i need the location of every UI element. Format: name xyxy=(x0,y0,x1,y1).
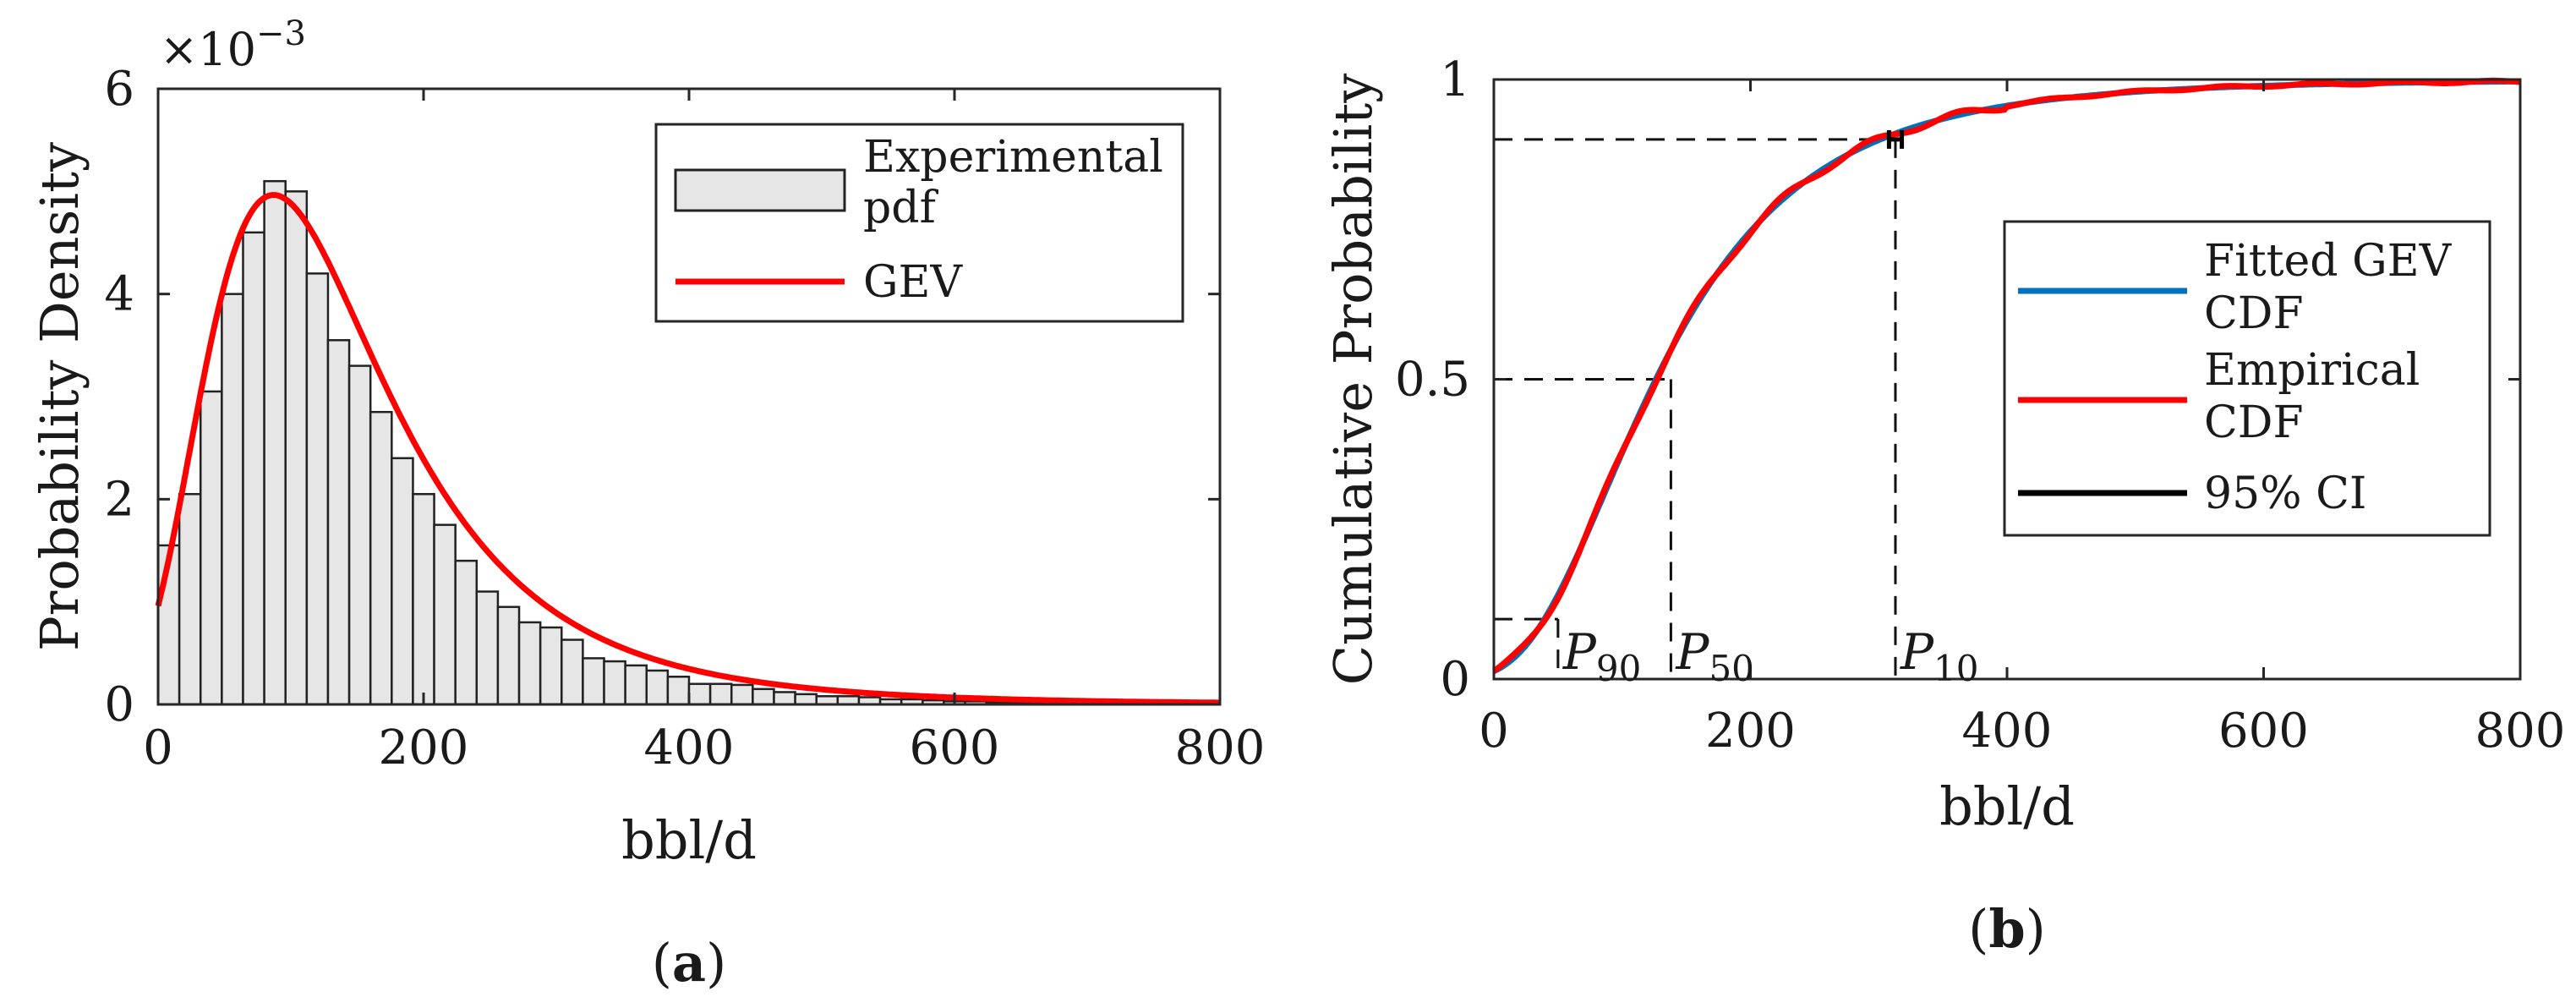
histogram-bar xyxy=(708,682,733,706)
histogram-bar xyxy=(666,675,691,706)
x-axis-label-b: bbl/d xyxy=(1939,775,2075,837)
gev-pdf-curve xyxy=(155,192,1220,706)
percentile-subscript: 50 xyxy=(1709,648,1753,689)
legend-swatch-experimental-pdf xyxy=(674,168,846,212)
y-axis-label-b: Cumulative Probability xyxy=(1322,74,1384,686)
histogram-bar xyxy=(582,657,605,706)
histogram-bar xyxy=(794,693,818,706)
x-tick-label: 400 xyxy=(644,720,735,775)
percentile-label: P50 xyxy=(1675,623,1753,689)
histogram-bar xyxy=(603,660,626,706)
histogram-bar xyxy=(773,691,796,706)
histogram-bar xyxy=(391,457,414,706)
histogram-bar xyxy=(263,179,287,706)
histogram-bar xyxy=(412,493,435,706)
legend-line: CDF xyxy=(2204,397,2304,448)
percentile-letter: P xyxy=(1900,623,1934,681)
legend-label-empirical-cdf: Empirical CDF xyxy=(2204,345,2420,448)
y-tick-label: 4 xyxy=(104,267,134,322)
ticks-a: 0 200 400 600 800 0 2 4 6 xyxy=(104,62,1265,775)
histogram-bar xyxy=(561,638,584,706)
legend-line: Empirical xyxy=(2204,345,2420,396)
histogram-bar xyxy=(645,669,670,706)
y-tick-label: 1 xyxy=(1440,52,1470,107)
histogram-bar xyxy=(496,605,521,706)
y-axis-label-a: Probability Density xyxy=(29,142,90,651)
legend-line: CDF xyxy=(2204,288,2304,339)
histogram-bar xyxy=(369,410,393,706)
y-exponent-label: ×10−3 xyxy=(160,14,306,76)
legend-box-b xyxy=(2003,220,2491,537)
legend-line: pdf xyxy=(863,183,939,233)
percentile-label: P10 xyxy=(1900,623,1978,689)
percentile-subscript: 10 xyxy=(1933,648,1978,689)
legend-box-a xyxy=(654,123,1184,323)
x-tick-label: 800 xyxy=(1175,720,1266,775)
legend-label-gev: GEV xyxy=(863,257,963,308)
x-axis-label-a: bbl/d xyxy=(621,809,757,871)
histogram-bar xyxy=(539,626,563,706)
legend-line: Fitted GEV xyxy=(2204,236,2453,287)
x-tick-label: 0 xyxy=(1479,704,1509,759)
histogram-bar xyxy=(433,523,457,706)
histogram-bar xyxy=(454,559,479,706)
x-tick-label: 0 xyxy=(143,720,173,775)
x-tick-label: 600 xyxy=(2218,704,2309,759)
legend-label-fitted-gev-cdf: Fitted GEV CDF xyxy=(2204,236,2453,339)
x-tick-label: 600 xyxy=(910,720,1000,775)
y-tick-label: 0.5 xyxy=(1395,353,1470,408)
x-tick-label: 800 xyxy=(2475,704,2566,759)
histogram-bar xyxy=(221,293,244,706)
percentile-label: P90 xyxy=(1562,623,1641,689)
histogram-bar xyxy=(752,688,775,706)
histogram-bar xyxy=(624,664,648,706)
panel-a: 0 200 400 600 800 0 2 4 6 ×10−3 bbl/d Probabilit… xyxy=(29,14,1265,994)
x-tick-label: 400 xyxy=(1962,704,2053,759)
legend-b: Fitted GEV CDF Empirical CDF 95% CI xyxy=(2003,220,2491,537)
histogram-bar xyxy=(199,390,223,706)
y-tick-label: 2 xyxy=(104,472,134,527)
ticks-b: 0 200 400 600 800 0 0.5 1 xyxy=(1395,52,2566,759)
y-tick-label: 0 xyxy=(1440,652,1470,707)
histogram-bar xyxy=(242,231,265,706)
percentile-letter: P xyxy=(1675,623,1709,681)
histogram-bar xyxy=(687,682,712,706)
legend-label-experimental-pdf: Experimental pdf xyxy=(863,132,1163,233)
caption-b: (b) xyxy=(1968,898,2046,960)
histogram-bar xyxy=(475,590,500,706)
histogram-bar xyxy=(178,493,202,706)
y-tick-label: 6 xyxy=(104,62,134,117)
histogram-bar xyxy=(517,621,542,706)
histogram-bar xyxy=(347,364,372,706)
histogram-bar xyxy=(326,339,351,706)
percentile-subscript: 90 xyxy=(1596,648,1641,689)
caption-a: (a) xyxy=(652,932,727,994)
histogram-bar xyxy=(305,272,330,706)
legend-label-95-ci: 95% CI xyxy=(2204,468,2366,519)
percentile-reference-lines xyxy=(1494,138,1897,679)
x-tick-label: 200 xyxy=(1705,704,1796,759)
percentile-labels: P90 P50 P10 xyxy=(1562,623,1979,689)
ci-errorbar-p10 xyxy=(1886,129,1905,149)
histogram-bar xyxy=(284,190,309,706)
y-tick-label: 0 xyxy=(104,677,134,732)
empirical-cdf-line xyxy=(1491,77,2521,674)
legend-line: Experimental xyxy=(863,132,1163,183)
histogram-bars xyxy=(156,179,1222,706)
legend-a: Experimental pdf GEV xyxy=(654,123,1184,323)
histogram-bar xyxy=(730,683,754,706)
x-tick-label: 200 xyxy=(379,720,469,775)
percentile-letter: P xyxy=(1562,623,1597,681)
